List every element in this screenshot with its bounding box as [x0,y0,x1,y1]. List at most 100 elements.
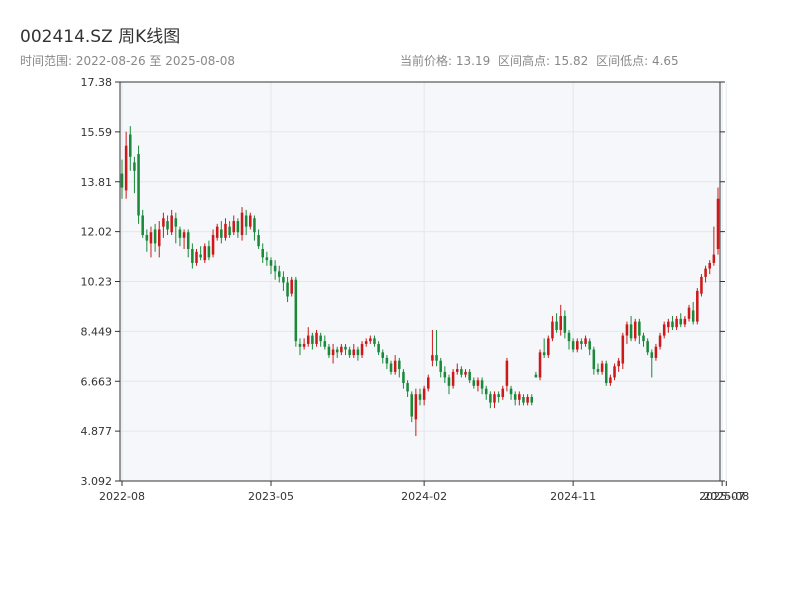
candle [501,385,505,400]
candle-body [691,310,695,322]
candle-body [472,380,476,386]
candle-body [633,321,637,339]
candle-body [306,335,310,344]
candle [509,385,513,400]
candle [667,318,670,333]
y-tick-label: 6.663 [81,375,113,388]
grid-lines [120,81,727,482]
candle-body [489,394,492,403]
candle [153,223,157,252]
candle [191,243,194,269]
candle [700,274,703,297]
candle [220,221,223,244]
candle-body [447,377,451,386]
candle-body [613,366,616,378]
candle [427,374,430,392]
candle [120,159,124,199]
candle [323,335,327,350]
candle-body [551,321,554,339]
candle-body [249,215,252,227]
candle-body [435,355,438,361]
candle-body [522,397,525,403]
candle [340,343,343,356]
candle [675,316,678,330]
axes [119,81,721,482]
candle [149,226,153,258]
candle-body [385,357,389,364]
candle [455,363,459,375]
candle-body [484,388,488,395]
candle [381,349,385,364]
candle-body [555,321,558,330]
candle [240,207,244,241]
chart-title: 002414.SZ 周K线图 [20,27,181,47]
candle [489,391,492,409]
candle [522,394,525,406]
candle-body [261,248,264,258]
candle [439,357,442,378]
candle-body [186,232,190,249]
candle-body [708,262,711,269]
candle-body [215,226,219,238]
candle [567,329,571,350]
candle-body [162,218,165,227]
candle-body [124,145,128,191]
date-range: 时间范围: 2022-08-26 至 2025-08-08 [20,54,235,68]
candle [530,394,534,406]
candle [534,371,538,378]
candle-body [671,321,674,328]
candle-body [141,215,144,236]
x-tick-label: 2022-08 [99,490,145,503]
candle [696,288,699,325]
candle [559,304,562,336]
candle [182,229,186,249]
candle-body [178,229,182,238]
candle [224,218,227,241]
candle-body [182,232,186,238]
candle-body [422,388,426,400]
candle [460,366,463,378]
candle-body [348,349,351,356]
candle-body [232,221,236,233]
candle [352,343,356,358]
x-axis-ticks: 2022-08 2023-05 2024-02 2024-11 2025-072025-… [99,481,749,503]
candle [178,226,182,247]
y-tick-label: 12.02 [81,226,113,239]
candle-body [542,352,546,356]
candle-body [170,215,173,233]
x-tick-label: 2025-08 [703,490,749,503]
candle-body [604,363,608,384]
candle-body [538,352,542,378]
candle [571,338,575,353]
candle-body [364,341,368,344]
candle [335,346,339,358]
candle-body [427,377,430,389]
candle [356,346,360,361]
candle [588,338,591,356]
candle [389,360,393,375]
candle [468,369,471,384]
candle-body [199,254,202,258]
candle [596,363,600,375]
candle-body [563,316,567,333]
candle [638,318,641,344]
candle [195,248,198,266]
candle-body [460,369,463,375]
candle-body [290,279,293,294]
candle-body [418,394,422,400]
candle-body [704,268,707,277]
candle [617,357,620,372]
candle [166,215,169,236]
candle-body [712,254,716,263]
y-tick-label: 13.81 [81,176,113,189]
candle [306,327,310,347]
candle [687,304,691,322]
candle-body [203,246,207,261]
candle [476,377,480,392]
candle [716,187,720,255]
candle [290,276,293,297]
candle-body [286,282,289,297]
candle-body [278,271,281,277]
candle-body [244,215,248,227]
candle [484,385,488,400]
